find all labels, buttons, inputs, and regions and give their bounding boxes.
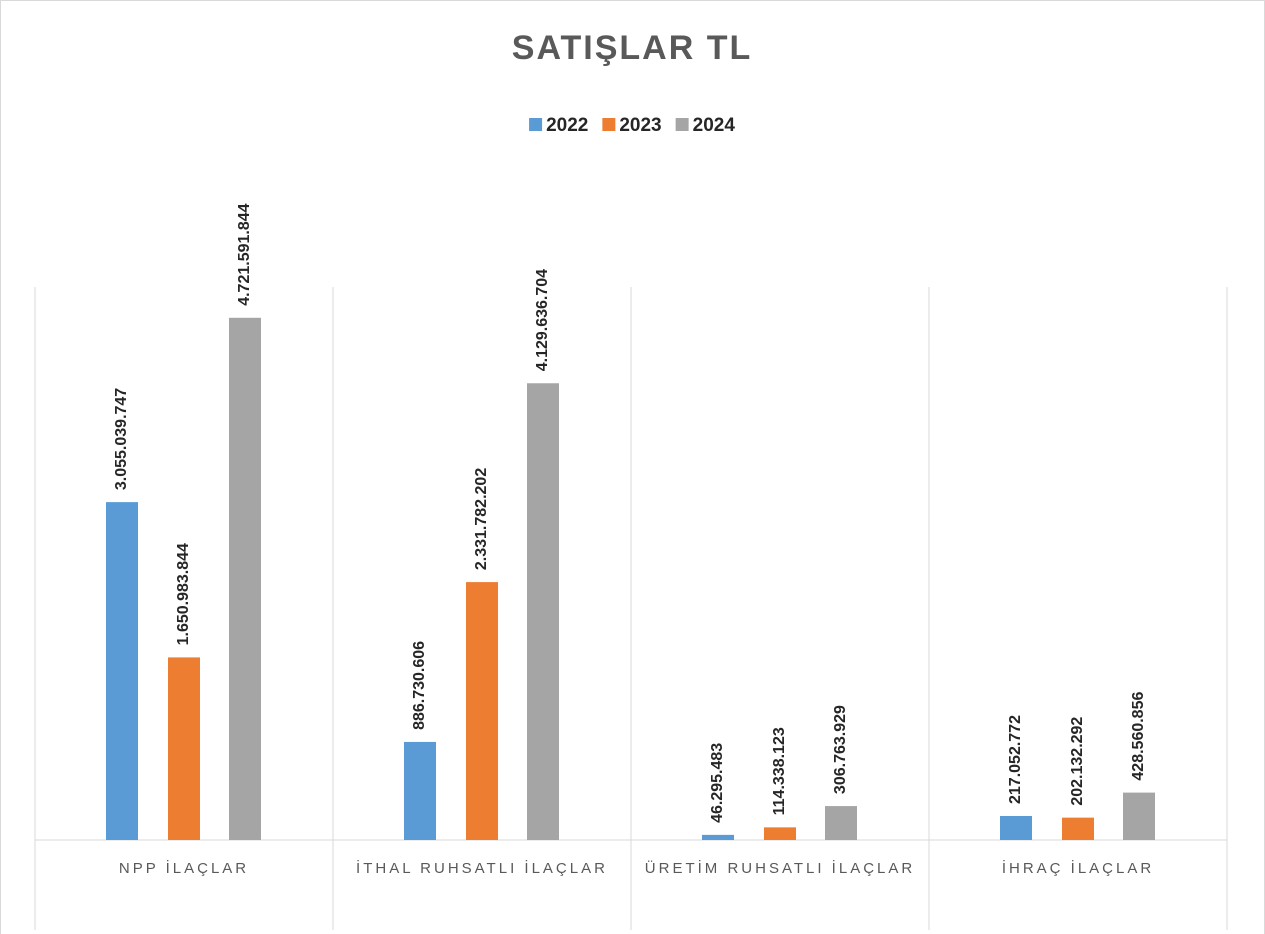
data-label: 2.331.782.202 — [473, 468, 490, 570]
x-tick-label: ÜRETİM RUHSATLI İLAÇLAR — [645, 859, 915, 877]
legend-swatch — [675, 118, 689, 131]
x-tick-label: NPP İLAÇLAR — [119, 859, 249, 877]
bar — [764, 827, 796, 840]
data-label: 3.055.039.747 — [113, 388, 130, 490]
legend-label: 2024 — [693, 115, 736, 136]
bar — [229, 317, 261, 840]
bar — [106, 502, 138, 840]
data-label: 4.721.591.844 — [236, 203, 253, 305]
bar — [825, 806, 857, 840]
data-label: 306.763.929 — [832, 705, 849, 794]
data-label: 114.338.123 — [771, 727, 788, 815]
legend-label: 2022 — [546, 115, 588, 136]
bar — [1062, 817, 1094, 840]
data-label: 46.295.483 — [709, 743, 726, 823]
x-tick-label: İTHAL RUHSATLI İLAÇLAR — [356, 859, 608, 877]
legend-label: 2023 — [619, 115, 661, 136]
bar — [168, 657, 200, 840]
data-label: 428.560.856 — [1130, 692, 1147, 781]
data-label: 1.650.983.844 — [175, 543, 192, 645]
legend-swatch — [529, 118, 543, 131]
bar — [466, 582, 498, 840]
bar — [702, 834, 734, 840]
data-label: 217.052.772 — [1007, 715, 1024, 804]
data-label: 886.730.606 — [411, 641, 428, 730]
bar — [1000, 815, 1032, 840]
x-tick-label: İHRAÇ İLAÇLAR — [1002, 859, 1154, 877]
legend-swatch — [602, 118, 616, 131]
bar — [1123, 792, 1155, 840]
data-label: 202.132.292 — [1069, 717, 1086, 806]
bar — [404, 741, 436, 840]
bar — [527, 383, 559, 840]
chart-title: SATIŞLAR TL — [512, 29, 752, 67]
data-label: 4.129.636.704 — [534, 269, 551, 371]
